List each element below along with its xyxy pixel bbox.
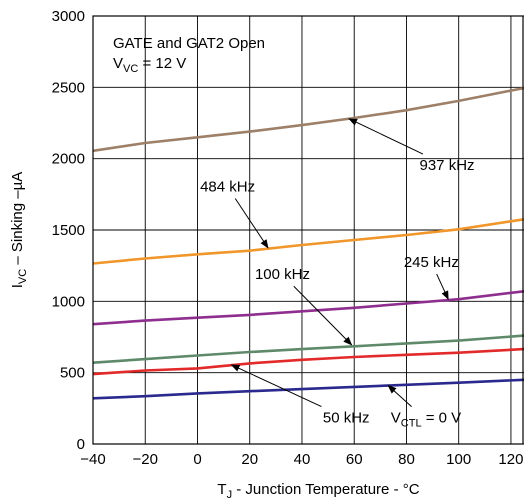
x-axis-title-rest: - Junction Temperature - °C [232, 481, 420, 498]
annotation-arrow-484-khz [234, 198, 269, 249]
y-tick-label: 0 [77, 436, 85, 453]
x-tick-label: 20 [241, 451, 258, 468]
series-line-937-khz [92, 86, 524, 153]
annotation-label-100-khz: 100 kHz [255, 266, 310, 283]
series-line-vctl-0-v [92, 378, 524, 400]
x-axis-title-sub: J [227, 489, 233, 501]
x-tick-label: 40 [294, 451, 311, 468]
y-axis-title-sub: VC [17, 269, 29, 284]
x-tick-label: 120 [498, 451, 523, 468]
condition-line-2-sub: VC [123, 63, 138, 75]
annotation-arrow-937-khz [348, 118, 424, 155]
y-tick-label: 1000 [52, 293, 85, 310]
y-axis-title: IVC – Sinking –µA [9, 172, 29, 288]
y-tick-label: 3000 [52, 8, 85, 25]
y-tick-label: 2500 [52, 79, 85, 96]
annotation-label-vctl-0-v: VCTL = 0 V [391, 410, 461, 430]
annotation-label-245-khz: 245 kHz [404, 254, 459, 271]
y-axis-title-main: I [9, 284, 26, 288]
series-line-245-khz [92, 290, 524, 326]
x-axis-title-main: T [217, 481, 226, 498]
annotation-arrow-vctl-0-v [387, 384, 412, 407]
annotation-arrow-100-khz [293, 285, 353, 346]
y-tick-label: 2000 [52, 151, 85, 168]
y-tick-label: 500 [60, 365, 85, 382]
annotation-label-484-khz: 484 kHz [200, 178, 255, 195]
condition-line-1: GATE and GAT2 Open [113, 35, 265, 52]
series-layer [92, 86, 524, 400]
annotation-arrow-50-khz [230, 364, 322, 408]
plot-frame [92, 15, 524, 445]
annotation-label-937-khz: 937 kHz [420, 157, 475, 174]
condition-line-2: VVC = 12 V [113, 55, 186, 75]
x-tick-label: −40 [80, 451, 105, 468]
y-axis-title-rest: – Sinking –µA [9, 172, 26, 269]
x-tick-label: 80 [398, 451, 415, 468]
tick-labels: −40 −20 0 20 40 60 80 100 120 0 500 1000 1500 2000 250… [52, 8, 524, 468]
x-tick-label: −20 [133, 451, 158, 468]
x-tick-label: 60 [346, 451, 363, 468]
y-tick-label: 1500 [52, 222, 85, 239]
series-line-484-khz [92, 218, 524, 265]
condition-line-2-rest: = 12 V [138, 55, 186, 72]
annotation-label-50-khz: 50 kHz [323, 410, 370, 427]
condition-line-2-main: V [113, 55, 123, 72]
annotations: 937 kHz 484 kHz 245 kHz 100 kHz 50 kHz VCTL =… [200, 118, 475, 430]
x-tick-label: 0 [193, 451, 201, 468]
annotation-arrow-245-khz [436, 273, 449, 301]
series-line-100-khz [92, 334, 524, 364]
series-line-50-khz [92, 347, 524, 376]
x-axis-title: TJ - Junction Temperature - °C [217, 481, 419, 501]
x-tick-label: 100 [446, 451, 471, 468]
